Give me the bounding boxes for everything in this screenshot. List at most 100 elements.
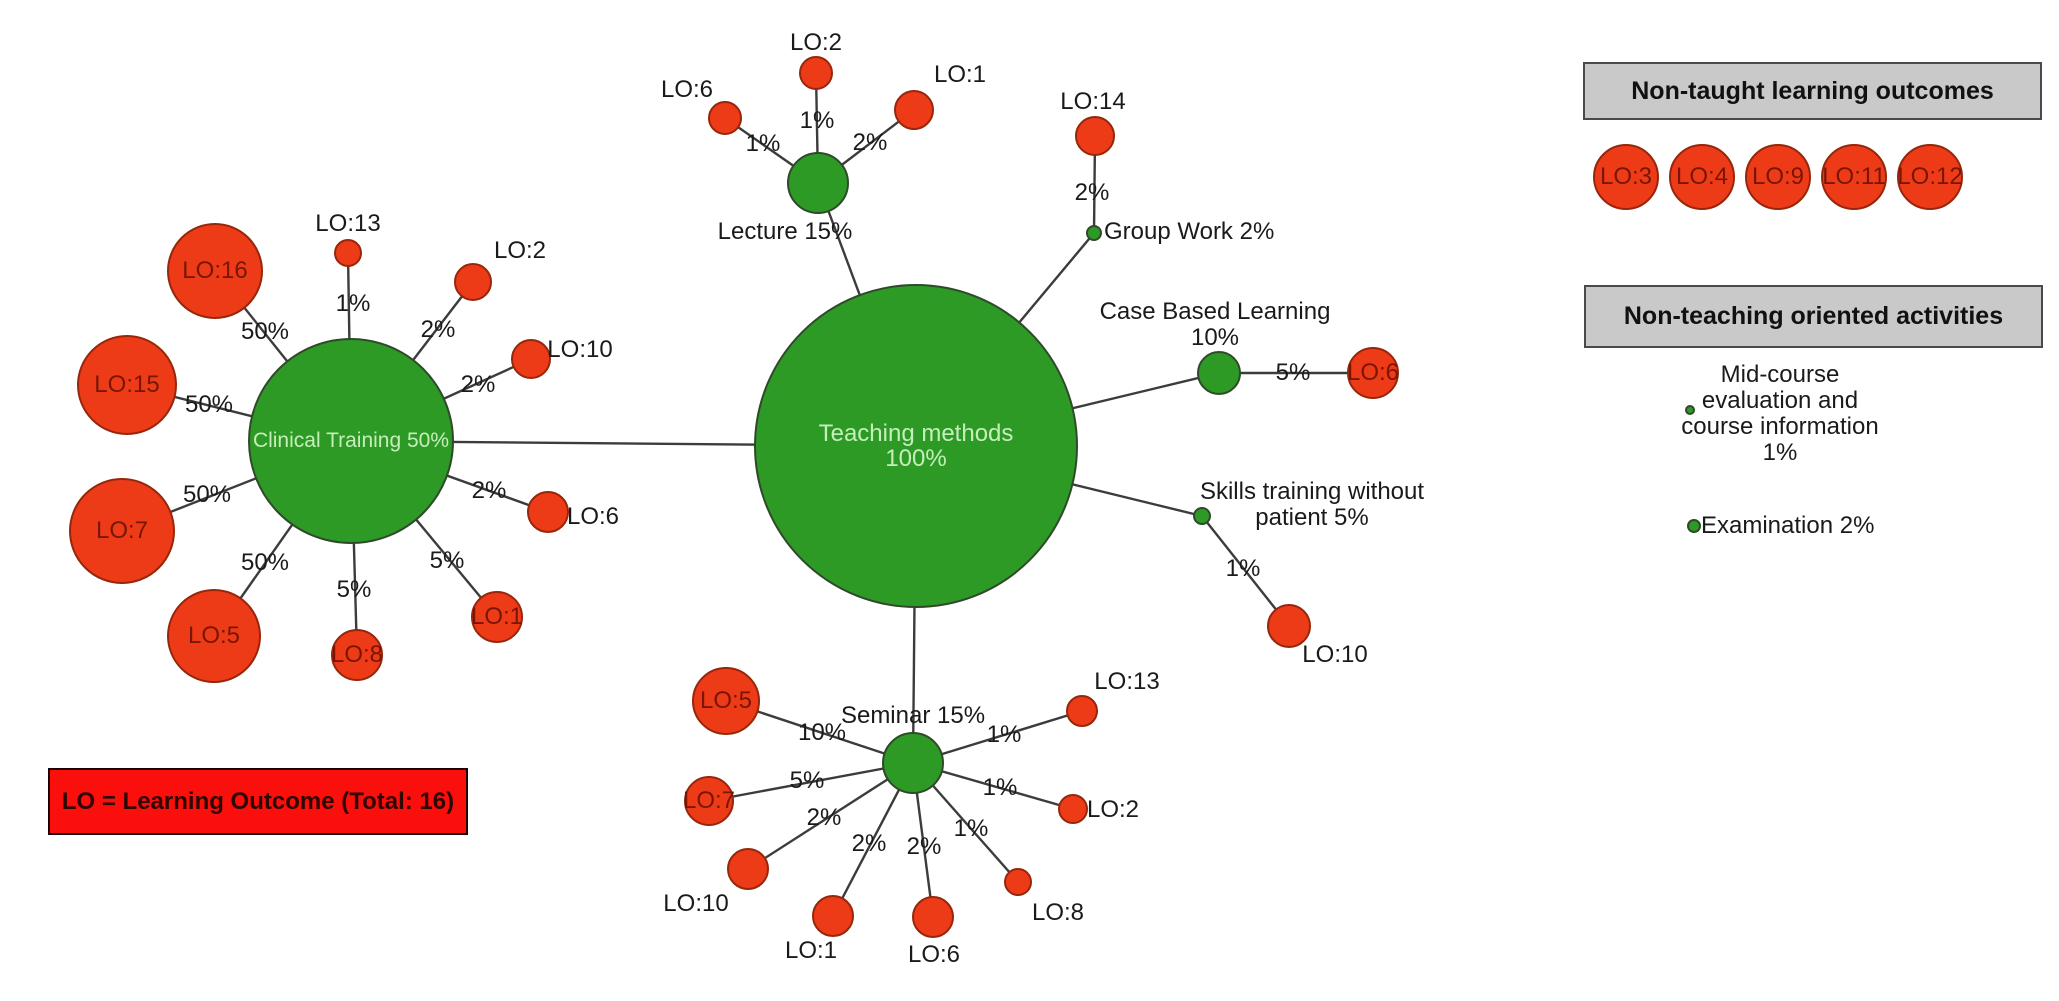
examination-dot — [1687, 519, 1701, 533]
lecture-lo-2-pct: 1% — [799, 106, 835, 134]
casebased-lo-6-pct: 5% — [1275, 358, 1311, 386]
non-teaching-panel-title: Non-teaching oriented activities — [1623, 302, 2004, 330]
seminar-lo-8-pct: 1% — [953, 814, 989, 842]
group-work-label: Group Work 2% — [1104, 218, 1275, 245]
lecture-lo-6-label: LO:6 — [660, 75, 714, 103]
clinical-lo-2-label: LO:2 — [493, 236, 547, 264]
groupwork-lo-14-node — [1075, 116, 1115, 156]
skills-lo-10-pct: 1% — [1225, 554, 1261, 582]
clinical-lo-1-pct: 5% — [429, 546, 465, 574]
node-lecture — [787, 152, 849, 214]
clinical-lo-7-label: LO:7 — [95, 517, 149, 545]
lecture-lo-6-node — [708, 101, 742, 135]
casebased-lo-6-node: LO:6 — [1347, 347, 1399, 399]
clinical-lo-5-label: LO:5 — [187, 622, 241, 650]
non-taught-panel-box: Non-taught learning outcomes — [1583, 62, 2042, 120]
non-taught-lo-11-label: LO:11 — [1822, 163, 1886, 191]
seminar-lo-1-node — [812, 895, 854, 937]
non-teaching-panel-box: Non-teaching oriented activities — [1584, 285, 2043, 348]
node-clinical-training: Clinical Training 50% — [248, 338, 454, 544]
seminar-lo-5-node: LO:5 — [692, 667, 760, 735]
skills-lo-10-node — [1267, 604, 1311, 648]
non-taught-lo-12-label: LO:12 — [1897, 163, 1963, 191]
clinical-lo-15-node: LO:15 — [77, 335, 177, 435]
seminar-lo-2-pct: 1% — [982, 773, 1018, 801]
non-taught-lo-9-node: LO:9 — [1745, 144, 1811, 210]
lecture-label: Lecture 15% — [717, 217, 853, 245]
seminar-lo-7-pct: 5% — [789, 766, 825, 794]
non-taught-lo-11-node: LO:11 — [1821, 144, 1887, 210]
clinical-lo-15-label: LO:15 — [94, 371, 160, 399]
seminar-lo-1-pct: 2% — [851, 829, 887, 857]
clinical-lo-10-label: LO:10 — [547, 335, 613, 363]
clinical-training-label: Clinical Training 50% — [252, 428, 450, 452]
examination-label: Examination 2% — [1701, 512, 1875, 539]
seminar-lo-2-node — [1058, 794, 1088, 824]
node-case-based-learning — [1197, 351, 1241, 395]
non-taught-panel-title: Non-taught learning outcomes — [1631, 76, 1994, 105]
clinical-lo-10-pct: 2% — [460, 370, 496, 398]
seminar-lo-13-label: LO:13 — [1094, 667, 1160, 695]
seminar-lo-10-pct: 2% — [806, 803, 842, 831]
seminar-label: Seminar 15% — [840, 701, 986, 729]
clinical-lo-15-pct: 50% — [184, 390, 234, 418]
seminar-lo-8-node — [1004, 868, 1032, 896]
seminar-lo-6-node — [912, 896, 954, 938]
non-taught-lo-12-node: LO:12 — [1897, 144, 1963, 210]
clinical-lo-5-pct: 50% — [240, 548, 290, 576]
clinical-lo-16-pct: 50% — [240, 317, 290, 345]
lecture-lo-1-pct: 2% — [852, 128, 888, 156]
groupwork-lo-14-pct: 2% — [1074, 178, 1110, 206]
seminar-lo-13-node — [1066, 695, 1098, 727]
clinical-lo-6-label: LO:6 — [566, 502, 620, 530]
seminar-lo-6-label: LO:6 — [907, 940, 961, 968]
seminar-lo-7-node: LO:7 — [682, 776, 736, 826]
legend-box: LO = Learning Outcome (Total: 16) — [48, 768, 468, 835]
non-taught-lo-9-label: LO:9 — [1751, 163, 1805, 191]
edge-seminar-lo7 — [708, 761, 914, 803]
seminar-lo-7-label: LO:7 — [682, 787, 736, 815]
skills-lo-10-label: LO:10 — [1302, 640, 1368, 668]
non-taught-lo-4-node: LO:4 — [1669, 144, 1735, 210]
seminar-lo-13-pct: 1% — [986, 720, 1022, 748]
clinical-lo-8-pct: 5% — [336, 575, 372, 603]
lecture-lo-6-pct: 1% — [745, 129, 781, 157]
node-group-work — [1086, 225, 1102, 241]
node-teaching-methods: Teaching methods 100% — [754, 284, 1078, 608]
seminar-lo-5-pct: 10% — [797, 718, 847, 746]
clinical-lo-5-node: LO:5 — [167, 589, 261, 683]
clinical-lo-2-node — [454, 263, 492, 301]
skills-label-line2: patient 5% — [1255, 503, 1369, 531]
clinical-lo-6-pct: 2% — [471, 476, 507, 504]
clinical-lo-7-node: LO:7 — [69, 478, 175, 584]
seminar-lo-5-label: LO:5 — [699, 687, 753, 715]
casebased-lo-6-label: LO:6 — [1346, 359, 1400, 387]
legend-label: LO = Learning Outcome (Total: 16) — [61, 787, 455, 815]
non-taught-lo-3-label: LO:3 — [1599, 163, 1653, 191]
teaching-methods-percent: 100% — [885, 445, 947, 472]
clinical-lo-8-node: LO:8 — [331, 629, 383, 681]
clinical-lo-6-node — [527, 491, 569, 533]
clinical-lo-8-label: LO:8 — [330, 641, 384, 669]
lecture-lo-1-label: LO:1 — [933, 60, 987, 88]
lecture-lo-2-node — [799, 56, 833, 90]
case-based-label-line1: Case Based Learning — [1099, 297, 1331, 325]
clinical-lo-13-label: LO:13 — [315, 209, 381, 237]
clinical-lo-1-label: LO:1 — [470, 603, 524, 631]
seminar-lo-1-label: LO:1 — [784, 936, 838, 964]
groupwork-lo-14-label: LO:14 — [1060, 87, 1126, 115]
clinical-lo-13-node — [334, 239, 362, 267]
clinical-lo-1-node: LO:1 — [471, 591, 523, 643]
seminar-lo-6-pct: 2% — [906, 832, 942, 860]
clinical-lo-7-pct: 50% — [182, 480, 232, 508]
skills-label-line1: Skills training without — [1199, 477, 1425, 505]
clinical-lo-16-node: LO:16 — [167, 223, 263, 319]
midcourse-label-line4: 1% — [1762, 439, 1798, 466]
clinical-lo-10-node — [511, 339, 551, 379]
case-based-label-line2: 10% — [1190, 323, 1240, 351]
lecture-lo-2-label: LO:2 — [789, 28, 843, 56]
lecture-lo-1-node — [894, 90, 934, 130]
teaching-methods-label: Teaching methods — [818, 419, 1014, 447]
midcourse-label-line2: evaluation and — [1701, 387, 1859, 414]
